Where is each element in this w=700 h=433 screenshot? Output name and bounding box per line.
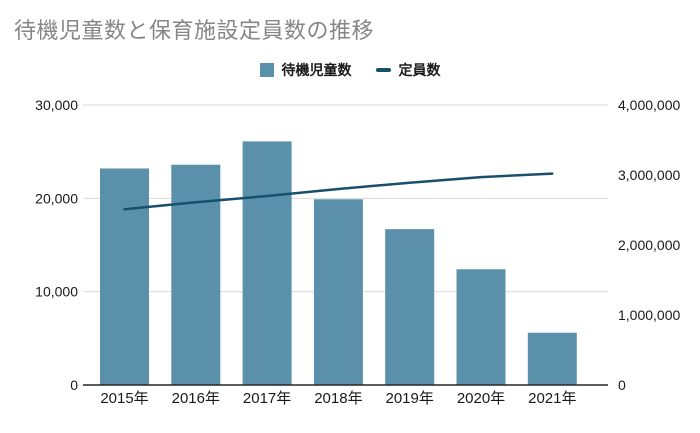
y-right-tick-label: 2,000,000 (618, 237, 680, 253)
legend-item-capacity: 定員数 (375, 60, 441, 80)
bar-swatch-icon (259, 63, 274, 77)
y-left-tick-label: 10,000 (35, 284, 78, 300)
bar (171, 164, 221, 385)
y-right-tick-label: 1,000,000 (618, 307, 680, 323)
legend-label: 定員数 (398, 62, 441, 78)
legend-item-waiting-children: 待機児童数 (259, 60, 352, 80)
bar (313, 199, 363, 385)
line-swatch-icon (375, 68, 391, 72)
legend-label: 待機児童数 (281, 62, 352, 78)
bar (385, 229, 435, 385)
x-tick-label: 2021年 (528, 390, 576, 407)
y-left-tick-label: 20,000 (35, 190, 78, 206)
x-tick-label: 2018年 (314, 390, 362, 407)
y-right-tick-label: 4,000,000 (618, 97, 680, 113)
y-left-tick-label: 0 (70, 377, 78, 393)
y-right-tick-label: 3,000,000 (618, 167, 680, 183)
x-tick-label: 2017年 (243, 390, 291, 407)
y-left-tick-label: 30,000 (35, 97, 78, 113)
x-tick-label: 2020年 (457, 390, 505, 407)
x-tick-label: 2019年 (386, 390, 434, 407)
bar (100, 168, 149, 385)
bar (527, 332, 577, 385)
bar (456, 269, 506, 385)
legend: 待機児童数 定員数 (0, 60, 700, 80)
x-tick-label: 2016年 (172, 390, 220, 407)
x-tick-label: 2015年 (100, 390, 148, 407)
chart-title: 待機児童数と保育施設定員数の推移 (14, 18, 375, 43)
capacity-line (123, 172, 554, 211)
y-right-tick-label: 0 (618, 377, 626, 393)
bar (242, 141, 292, 385)
